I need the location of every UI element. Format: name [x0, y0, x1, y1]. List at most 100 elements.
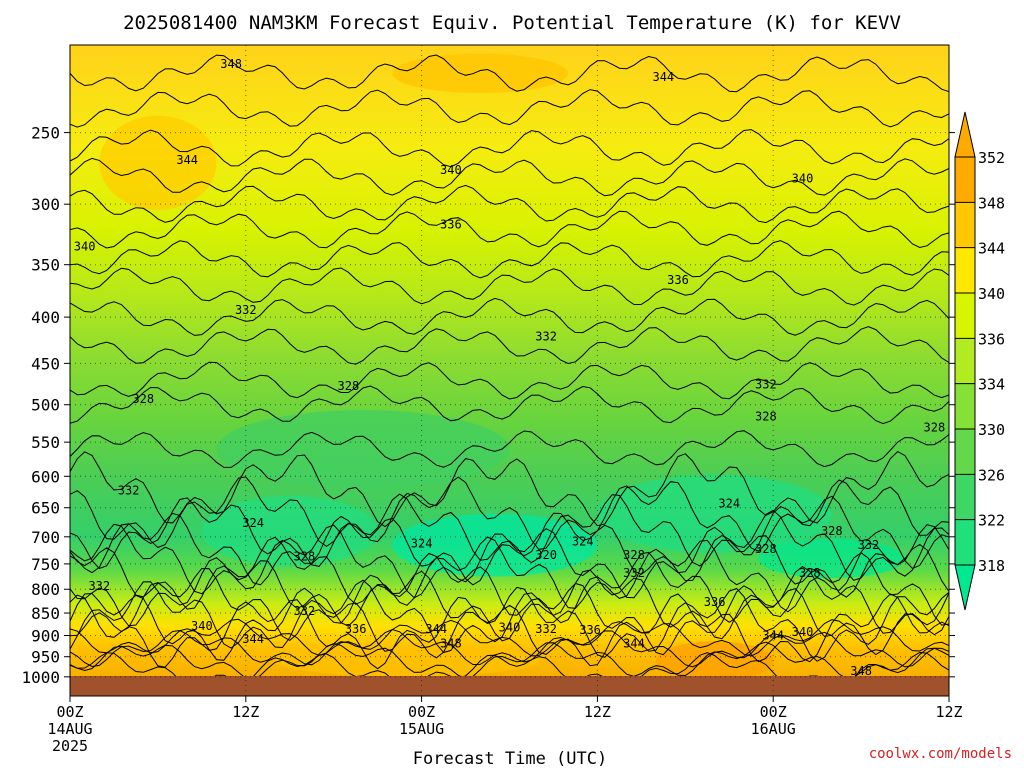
contour-label: 344 [762, 628, 784, 642]
colorbar-label: 322 [978, 512, 1005, 530]
x-tick-label: 12Z [935, 703, 962, 721]
y-tick-label: 300 [31, 195, 60, 214]
isoline-11 [70, 385, 949, 425]
colorbar-segment [955, 202, 975, 248]
colorbar-label: 336 [978, 330, 1005, 348]
isoline-21 [70, 579, 949, 656]
y-tick-label: 900 [31, 626, 60, 645]
colorbar-segment [955, 429, 975, 475]
contour-label: 332 [118, 483, 140, 497]
contour-label: 332 [88, 579, 110, 593]
contour-label: 328 [821, 524, 843, 538]
x-tick-label: 2025 [52, 737, 88, 755]
contour-label: 332 [623, 566, 645, 580]
colorbar-top-triangle [954, 111, 976, 158]
x-axis-label: Forecast Time (UTC) [413, 749, 607, 768]
contour-label: 336 [667, 273, 689, 287]
ground-surface [70, 676, 949, 696]
contour-label: 328 [294, 550, 316, 564]
y-tick-label: 650 [31, 499, 60, 518]
colorbar-label: 344 [978, 240, 1005, 258]
field-feature-1 [201, 495, 378, 567]
isoline-6 [70, 240, 949, 279]
y-tick-label: 600 [31, 467, 60, 486]
isoline-16 [70, 509, 949, 586]
contour-label: 348 [850, 664, 872, 678]
contour-label: 336 [345, 622, 367, 636]
colorbar-label: 326 [978, 466, 1005, 484]
contour-label: 324 [411, 536, 433, 550]
isoline-3 [70, 157, 949, 197]
y-tick-label: 350 [31, 256, 60, 275]
x-tick-label: 00Z [408, 703, 435, 721]
y-tick-label: 550 [31, 433, 60, 452]
contour-label: 336 [579, 623, 601, 637]
isoline-17 [70, 523, 949, 599]
isoline-9 [70, 326, 949, 365]
isoline-25 [70, 628, 949, 668]
contour-labels: 348 344 344 340 340 336 340 336 332 332 328 332 328 3… [74, 57, 945, 678]
y-tick-label: 1000 [21, 668, 60, 687]
isoline-23 [70, 593, 949, 670]
plot-area [70, 45, 949, 696]
y-tick-label: 700 [31, 528, 60, 547]
contour-label: 324 [242, 516, 264, 530]
y-axis: 250 300 350 400 450 500 550 600 650 700 750 800 850 9… [21, 124, 955, 687]
contour-label: 320 [535, 548, 557, 562]
isoline-13 [70, 450, 949, 528]
colorbar-bottom-triangle [954, 564, 976, 611]
colorbar-segment [955, 338, 975, 384]
isoline-2 [70, 129, 949, 168]
contour-label: 328 [924, 421, 946, 435]
contour-label: 332 [858, 538, 880, 552]
contour-label: 340 [792, 625, 814, 639]
field-feature-0 [392, 513, 598, 577]
isoline-24 [70, 618, 949, 657]
credit-text: coolwx.com/models [869, 746, 1012, 762]
contour-label: 344 [425, 622, 447, 636]
contour-label: 328 [755, 542, 777, 556]
field-features [99, 53, 906, 681]
contour-label: 344 [623, 636, 645, 650]
isoline-8 [70, 297, 949, 336]
contour-label: 344 [652, 70, 674, 84]
contour-label: 344 [242, 632, 264, 646]
contour-label: 324 [572, 534, 594, 548]
field-feature-7 [275, 645, 539, 677]
isoline-5 [70, 210, 949, 249]
contour-label: 328 [755, 409, 777, 423]
colorbar-segment [955, 474, 975, 520]
contour-label: 332 [535, 622, 557, 636]
contour-label: 328 [338, 379, 360, 393]
field-feature-5 [392, 53, 569, 94]
grid-lines [70, 45, 949, 696]
y-tick-label: 500 [31, 396, 60, 415]
contour-label: 340 [74, 239, 96, 253]
plot-frame [69, 44, 950, 697]
isoline-15 [70, 493, 949, 570]
contour-label: 336 [440, 218, 462, 232]
colorbar-segment [955, 157, 975, 203]
contour-label: 332 [535, 329, 557, 343]
contour-label: 344 [176, 153, 198, 167]
x-tick-label: 00Z [760, 703, 787, 721]
colorbar-label: 330 [978, 421, 1005, 439]
isoline-14 [70, 476, 949, 552]
isoline-22 [70, 586, 949, 662]
contour-label: 348 [220, 57, 242, 71]
field-feature-2 [597, 474, 832, 553]
x-tick-label: 15AUG [399, 720, 444, 738]
contour-label: 340 [499, 621, 521, 635]
contour-label: 336 [704, 595, 726, 609]
y-tick-label: 250 [31, 124, 60, 143]
isoline-0 [70, 54, 949, 93]
contour-label: 332 [235, 303, 257, 317]
contour-lines [70, 54, 949, 691]
y-tick-label: 750 [31, 555, 60, 574]
x-tick-label: 14AUG [47, 720, 92, 738]
colorbar-label: 352 [978, 149, 1005, 167]
y-tick-label: 400 [31, 308, 60, 327]
field-feature-6 [656, 641, 774, 681]
